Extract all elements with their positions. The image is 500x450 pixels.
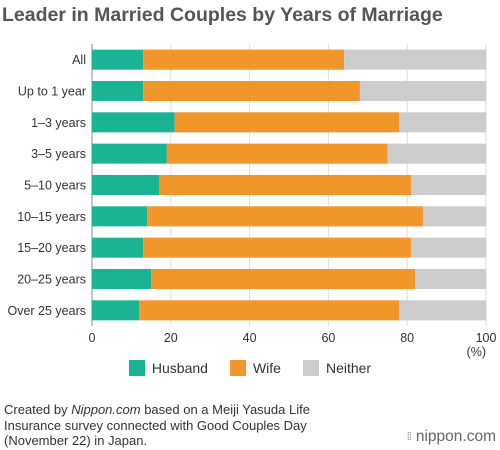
chart-plot: 0 20 40 60 80 100(%) All Up to 1 year 1–3 years 3… — [7, 44, 497, 359]
logo-mark-icon: ⁞⁞ — [406, 431, 412, 443]
legend-item-husband: Husband — [128, 360, 208, 376]
chart-legend: Husband Wife Neither — [0, 360, 500, 376]
bar-husband — [92, 300, 140, 321]
legend-item-neither: Neither — [302, 360, 372, 376]
bar-husband — [92, 174, 159, 196]
footnote-source: Nippon.com — [71, 402, 141, 417]
x-tick-label: 40 — [243, 331, 257, 345]
legend-swatch-neither — [302, 360, 319, 376]
x-tick-label: 80 — [400, 331, 414, 345]
x-tick-label: 20 — [164, 331, 178, 345]
source-footnote: Created by Nippon.com based on a Meiji Y… — [4, 402, 334, 449]
category-label: 1–3 years — [31, 116, 86, 130]
category-label: Over 25 years — [7, 304, 86, 318]
bar-wife — [139, 300, 400, 321]
category-label: 5–10 years — [24, 179, 86, 193]
bar-husband — [92, 143, 167, 164]
x-tick-label: 0 — [89, 331, 96, 345]
bar-husband — [92, 112, 175, 133]
category-label: 3–5 years — [31, 147, 86, 161]
bar-wife — [158, 174, 412, 196]
bar-wife — [166, 143, 388, 164]
bar-neither — [415, 268, 486, 290]
legend-item-wife: Wife — [229, 360, 281, 376]
footnote-prefix: Created by — [4, 402, 72, 417]
x-axis-unit: (%) — [467, 345, 486, 359]
footnote-suffix: based on a Meiji Yasuda Life Insurance s… — [4, 402, 310, 448]
chart-title: Leader in Married Couples by Years of Ma… — [2, 4, 443, 26]
category-label: All — [72, 53, 86, 67]
bar-neither — [411, 174, 486, 196]
bar-neither — [399, 112, 486, 133]
x-tick-label: 60 — [321, 331, 335, 345]
category-label: 20–25 years — [17, 273, 86, 287]
bar-wife — [143, 80, 360, 102]
bar-husband — [92, 49, 144, 70]
bar-neither — [387, 143, 486, 164]
legend-label-wife: Wife — [252, 360, 281, 376]
bar-neither — [422, 206, 486, 227]
bar-husband — [92, 268, 152, 290]
bar-wife — [151, 268, 416, 290]
x-tick-label: 100 — [476, 331, 497, 345]
bar-neither — [359, 80, 486, 102]
bar-neither — [399, 300, 486, 321]
logo-text: nippon.com — [415, 428, 496, 445]
legend-label-neither: Neither — [325, 360, 372, 376]
category-label: 10–15 years — [17, 210, 86, 224]
category-label: 15–20 years — [17, 241, 86, 255]
nippon-logo: ⁞⁞ nippon.com — [407, 428, 496, 446]
bar-husband — [92, 80, 144, 102]
bar-husband — [92, 206, 148, 227]
legend-swatch-husband — [128, 360, 145, 376]
bar-neither — [344, 49, 486, 70]
legend-swatch-wife — [229, 360, 246, 376]
bar-wife — [143, 49, 345, 70]
category-label: Up to 1 year — [18, 85, 86, 99]
bar-husband — [92, 237, 144, 258]
bar-wife — [143, 237, 412, 258]
bar-neither — [411, 237, 486, 258]
bar-wife — [174, 112, 400, 133]
bar-wife — [147, 206, 423, 227]
legend-label-husband: Husband — [151, 360, 208, 376]
